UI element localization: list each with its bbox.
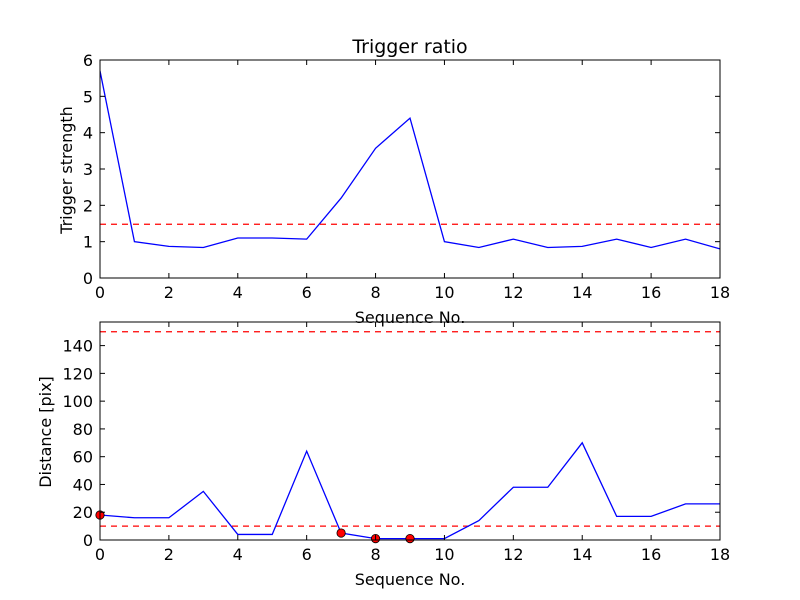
x-tick-label: 4 — [233, 283, 243, 302]
y-tick-label: 0 — [83, 531, 93, 550]
data-point-marker — [336, 528, 346, 538]
x-tick-label: 8 — [370, 283, 380, 302]
x-tick-label: 16 — [641, 283, 661, 302]
axes-frame — [99, 321, 721, 541]
series-line — [100, 70, 720, 250]
x-tick-label: 6 — [302, 545, 312, 564]
x-tick-label: 0 — [95, 545, 105, 564]
plot-area: 0 2 4 6 8 10 12 14 16 18 0 20 40 60 80 100 120 140 — [62, 321, 730, 564]
x-tick-label: 14 — [572, 545, 592, 564]
y-tick-label: 100 — [62, 392, 93, 411]
y-tick-label: 2 — [83, 196, 93, 215]
x-tick-label: 2 — [164, 283, 174, 302]
chart-title: Trigger ratio — [351, 36, 467, 58]
y-tick-label: 1 — [83, 233, 93, 252]
x-tick-label: 18 — [710, 283, 730, 302]
x-tick-label: 12 — [503, 283, 523, 302]
x-tick-label: 16 — [641, 545, 661, 564]
distance-chart: Distance [pix] Sequence No. 0 2 4 6 8 10 12 14 1… — [36, 321, 730, 589]
x-tick-label: 8 — [370, 545, 380, 564]
data-point-marker — [405, 534, 415, 544]
y-tick-label: 5 — [83, 87, 93, 106]
y-tick-label: 80 — [73, 420, 93, 439]
x-tick-label: 4 — [233, 545, 243, 564]
y-axis-label: Trigger strength — [57, 106, 76, 235]
x-axis-label: Sequence No. — [355, 570, 466, 589]
y-tick-label: 3 — [83, 160, 93, 179]
x-tick-label: 14 — [572, 283, 592, 302]
y-tick-label: 0 — [83, 269, 93, 288]
y-tick-label: 60 — [73, 448, 93, 467]
x-tick-label: 6 — [302, 283, 312, 302]
y-tick-label: 140 — [62, 337, 93, 356]
y-tick-label: 40 — [73, 475, 93, 494]
x-tick-label: 18 — [710, 545, 730, 564]
y-axis-label: Distance [pix] — [36, 376, 55, 488]
x-tick-label: 2 — [164, 545, 174, 564]
y-tick-label: 4 — [83, 124, 93, 143]
x-axis-label: Sequence No. — [355, 308, 466, 327]
y-tick-label: 20 — [73, 503, 93, 522]
y-tick-label: 120 — [62, 364, 93, 383]
x-tick-label: 0 — [95, 283, 105, 302]
x-tick-label: 10 — [434, 545, 454, 564]
x-tick-label: 10 — [434, 283, 454, 302]
x-tick-label: 12 — [503, 545, 523, 564]
y-tick-label: 6 — [83, 51, 93, 70]
